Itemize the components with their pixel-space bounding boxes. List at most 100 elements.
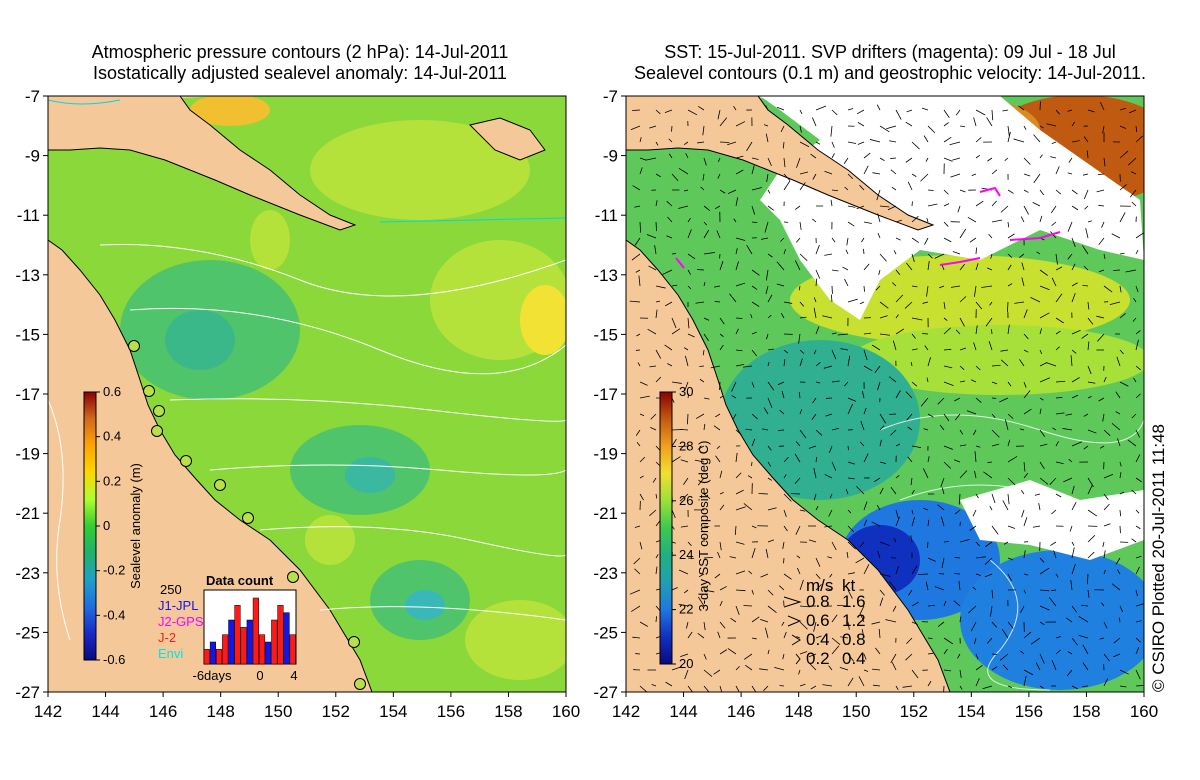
- tide-gauge-marker: [287, 571, 299, 583]
- velocity-arrow: [920, 397, 929, 407]
- velocity-arrow: [1135, 589, 1138, 597]
- velocity-arrow: [972, 586, 977, 591]
- velocity-arrow: [813, 621, 817, 632]
- velocity-arrow: [1117, 438, 1121, 447]
- velocity-arrow: [1051, 141, 1057, 145]
- velocity-arrow: [1111, 583, 1121, 591]
- velocity-arrow: [941, 557, 945, 568]
- tide-gauge-marker: [242, 512, 254, 524]
- velocity-arrow: [719, 470, 723, 479]
- velocity-arrow: [1071, 541, 1075, 546]
- velocity-arrow: [1070, 355, 1073, 367]
- velocity-arrow: [922, 468, 929, 479]
- velocity-arrow: [1102, 541, 1105, 547]
- velocity-arrow: [859, 441, 865, 447]
- velocity-arrow: [1013, 138, 1025, 143]
- velocity-arrow: [687, 333, 695, 338]
- velocity-arrow: [1103, 523, 1111, 527]
- velocity-arrow: [1000, 205, 1009, 213]
- velocity-arrow: [815, 456, 818, 463]
- velocity-arrow: [1007, 621, 1014, 629]
- velocity-arrow: [907, 456, 913, 463]
- velocity-arrow: [633, 557, 641, 565]
- velocity-arrow: [735, 489, 744, 495]
- velocity-arrow: [831, 461, 837, 471]
- velocity-arrow: [973, 285, 977, 297]
- velocity-arrow: [1099, 637, 1105, 640]
- velocity-arrow: [837, 604, 849, 607]
- velocity-arrow: [1103, 474, 1114, 479]
- velocity-arrow: [975, 445, 981, 448]
- velocity-arrow: [1135, 477, 1142, 483]
- velocity-arrow: [846, 237, 849, 246]
- velocity-arrow: [1113, 637, 1121, 644]
- velocity-arrow: [1055, 636, 1061, 639]
- velocity-arrow: [799, 509, 806, 512]
- left-lat-tick-label: -15: [15, 325, 40, 344]
- velocity-arrow: [1039, 589, 1050, 592]
- velocity-arrow: [954, 556, 961, 559]
- velocity-arrow: [671, 381, 682, 384]
- velocity-arrow: [1039, 408, 1042, 415]
- velocity-arrow: [943, 648, 948, 655]
- velocity-arrow: [703, 252, 715, 255]
- velocity-arrow: [649, 365, 657, 368]
- geostrophic-velocity-arrows: [629, 101, 1144, 692]
- velocity-arrow: [751, 301, 760, 307]
- velocity-arrow: [905, 391, 913, 399]
- velocity-arrow: [831, 109, 838, 116]
- velocity-arrow: [1021, 509, 1025, 518]
- velocity-arrow: [798, 669, 801, 675]
- tide-gauge-marker: [348, 636, 360, 648]
- velocity-arrow: [863, 349, 868, 361]
- velocity-arrow: [1071, 189, 1078, 195]
- velocity-arrow: [1086, 573, 1089, 585]
- velocity-arrow: [1071, 121, 1076, 127]
- right-png-land: [626, 96, 935, 231]
- velocity-arrow: [685, 355, 689, 367]
- velocity-arrow: [815, 573, 821, 580]
- velocity-arrow: [905, 121, 913, 127]
- velocity-arrow: [1001, 628, 1009, 639]
- velocity-arrow: [991, 364, 1001, 367]
- velocity-arrow: [847, 461, 856, 465]
- velocity-arrow: [1063, 477, 1073, 483]
- velocity-arrow: [878, 269, 881, 276]
- velocity-arrow: [921, 107, 929, 111]
- velocity-arrow: [1103, 376, 1107, 383]
- velocity-arrow: [863, 248, 865, 255]
- velocity-arrow: [1135, 249, 1139, 255]
- velocity-arrow: [799, 141, 810, 148]
- velocity-arrow: [1053, 550, 1057, 559]
- velocity-arrow: [987, 267, 993, 271]
- velocity-arrow: [1119, 107, 1127, 111]
- velocity-arrow: [767, 381, 775, 391]
- velocity-arrow: [844, 278, 849, 287]
- velocity-arrow: [1085, 228, 1089, 239]
- velocity-arrow: [815, 584, 822, 591]
- velocity-arrow: [776, 261, 785, 271]
- velocity-arrow: [975, 325, 978, 335]
- velocity-arrow: [1135, 620, 1142, 623]
- velocity-arrow: [1051, 509, 1057, 515]
- velocity-arrow: [863, 564, 870, 575]
- velocity-arrow: [876, 504, 881, 511]
- velocity-arrow: [799, 605, 811, 608]
- velocity-arrow: [765, 105, 769, 111]
- velocity-arrow: [783, 301, 793, 304]
- velocity-arrow: [767, 205, 774, 211]
- velocity-arrow: [697, 632, 705, 639]
- velocity-arrow: [1071, 349, 1077, 354]
- velocity-arrow: [1082, 284, 1089, 287]
- velocity-arrow: [655, 109, 661, 115]
- velocity-arrow: [1034, 493, 1041, 496]
- velocity-arrow: [1087, 341, 1090, 351]
- velocity-arrow: [1083, 413, 1089, 417]
- velocity-arrow: [679, 428, 689, 431]
- velocity-arrow: [683, 589, 689, 594]
- velocity-arrow: [1082, 662, 1089, 671]
- velocity-arrow: [1023, 473, 1029, 479]
- velocity-arrow: [796, 555, 801, 559]
- velocity-arrow: [1086, 150, 1089, 159]
- data-count-bar: [283, 612, 290, 665]
